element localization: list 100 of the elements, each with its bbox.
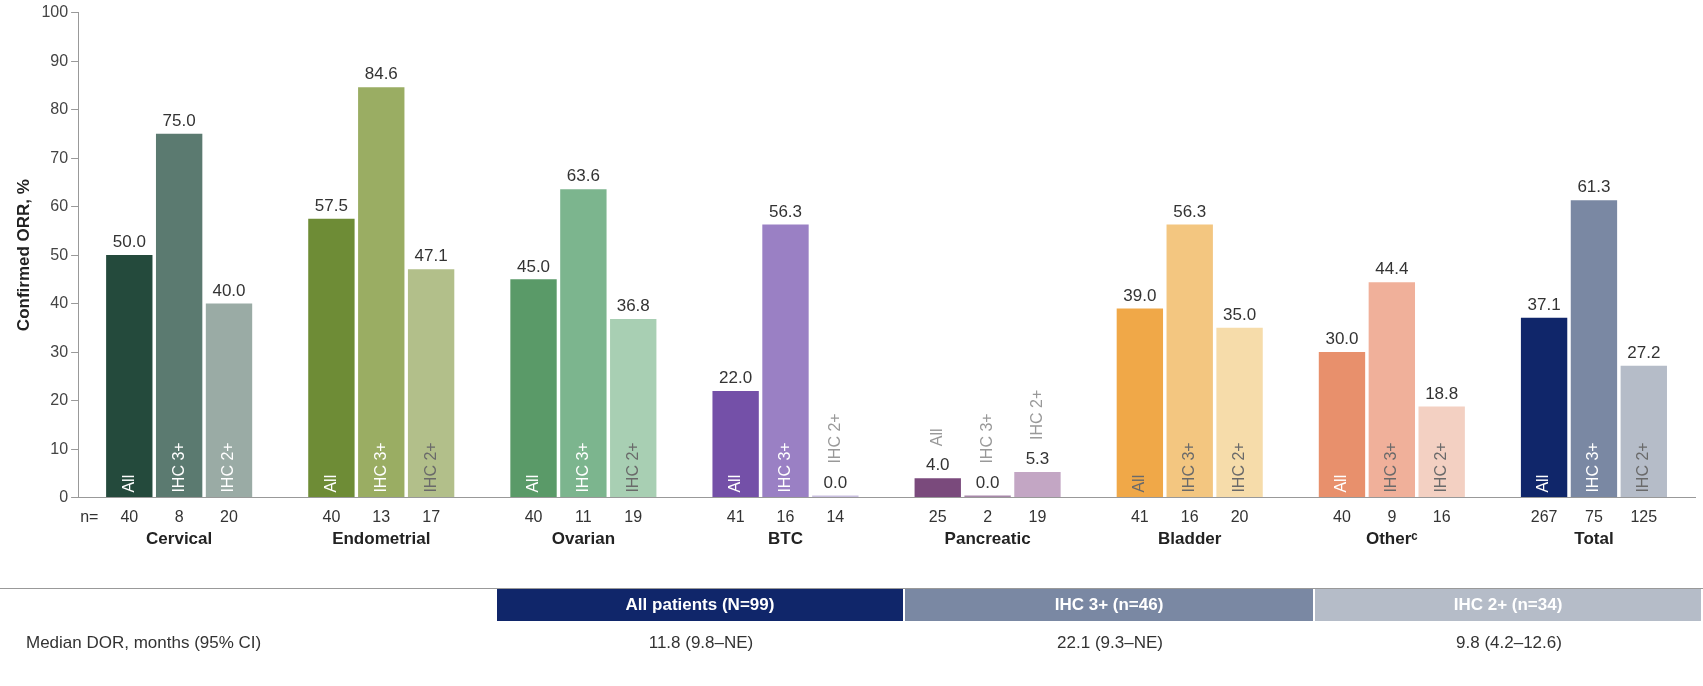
text: IHC 3+ [978,413,996,464]
data-label: 27.2 [1627,342,1661,362]
x-tick-label: Pancreatic [944,529,1031,549]
data-label: 57.5 [314,195,348,215]
y-tick-label: 10 [50,439,69,457]
text: IHC 2+ [1432,442,1450,493]
text: 16 [1432,508,1451,526]
y-tick-label: 50 [50,245,69,263]
y-tick-label: 70 [50,148,69,166]
text: 16 [1180,508,1199,526]
bar [560,189,607,498]
text: IHC 2+ [1634,442,1652,493]
text: IHC 2+ [1027,389,1045,440]
text: IHC 3+ [1584,442,1602,493]
text: Median DOR, months (95% CI) [26,632,262,654]
bar [610,319,657,498]
bar [358,87,405,498]
y-tick-label: 80 [50,100,69,118]
bar [205,303,253,498]
text: IHC 3+ (n=46) [905,589,1313,621]
y-tick-label: 20 [50,391,69,409]
text: 19 [1028,508,1047,526]
bar [1014,471,1061,498]
data-label: 18.8 [1425,383,1459,403]
text: 40 [120,508,139,526]
text: IHC 3+ [371,442,389,493]
bar [308,218,355,498]
text: 14 [826,508,845,526]
text: IHC 2+ [1229,442,1247,493]
text: 40 [524,508,543,526]
data-label: 35.0 [1223,305,1257,325]
text: All [928,428,946,447]
text: IHC 2+ (n=34) [1315,589,1701,621]
x-tick-label: Otherᶜ [1365,529,1419,549]
bar [1418,406,1465,498]
x-tick-label: Cervical [146,529,213,549]
bar [762,224,809,498]
text: 75 [1585,508,1603,526]
data-label: 63.6 [566,166,600,186]
bar [712,390,759,498]
bar [1216,327,1263,498]
text: 16 [776,508,795,526]
series-label: All [119,474,137,493]
data-label: 75.0 [162,111,196,131]
text: 41 [726,508,745,526]
text: All [1130,474,1148,493]
bar [914,478,961,498]
data-label: 4.0 [925,455,950,475]
y-axis-title: Confirmed ORR, % [13,179,33,332]
text: All [321,474,339,493]
data-label: 36.8 [616,296,650,316]
data-label: 39.0 [1123,285,1157,305]
text: 11 [575,508,592,526]
text: IHC 3+ [1180,442,1198,493]
text: 2 [983,508,993,526]
text: IHC 3+ [1382,442,1400,493]
bar [106,255,153,498]
series-label: IHC 2+ [219,442,237,493]
data-label: 56.3 [768,201,803,221]
data-label: 0.0 [823,472,848,492]
text: 9.8 (4.2–12.6) [1455,632,1563,654]
text: All [523,474,541,493]
text: 19 [624,508,643,526]
data-label: 84.6 [364,64,398,84]
text: IHC 2+ [623,442,641,493]
data-label: 44.4 [1375,259,1409,279]
data-label: 45.0 [516,256,551,276]
bar [1166,224,1213,498]
x-tick-label: Total [1574,529,1614,549]
bar [1368,282,1416,498]
x-tick-label: Bladder [1158,529,1222,549]
text: 40 [1333,508,1351,526]
x-tick-label: Ovarian [551,529,616,549]
text: 20 [220,508,239,526]
y-tick-label: 60 [50,197,69,215]
text: 8 [174,508,184,526]
text: 20 [1230,508,1249,526]
data-label: 5.3 [1025,449,1050,469]
bar [1620,365,1667,498]
data-label: 0.0 [975,472,1000,492]
text: n= [80,508,99,526]
y-tick-label: 30 [50,342,69,360]
data-label: 22.0 [719,368,753,388]
data-label: 50.0 [112,232,146,252]
bar [407,269,455,498]
bar [155,133,203,498]
text: IHC 3+ [775,442,793,493]
text: All [1332,474,1350,493]
bar [1116,308,1164,498]
data-label: 61.3 [1577,177,1611,197]
text: IHC 2+ [421,442,439,493]
y-tick-label: 40 [50,294,69,312]
y-tick-label: 0 [59,488,69,506]
data-label: 40.0 [212,280,246,300]
data-label: 37.1 [1527,294,1561,314]
text: 40 [322,508,341,526]
data-label: 47.1 [414,246,448,266]
text: 125 [1630,508,1658,526]
text: 17 [422,508,441,526]
bar [1520,317,1568,498]
